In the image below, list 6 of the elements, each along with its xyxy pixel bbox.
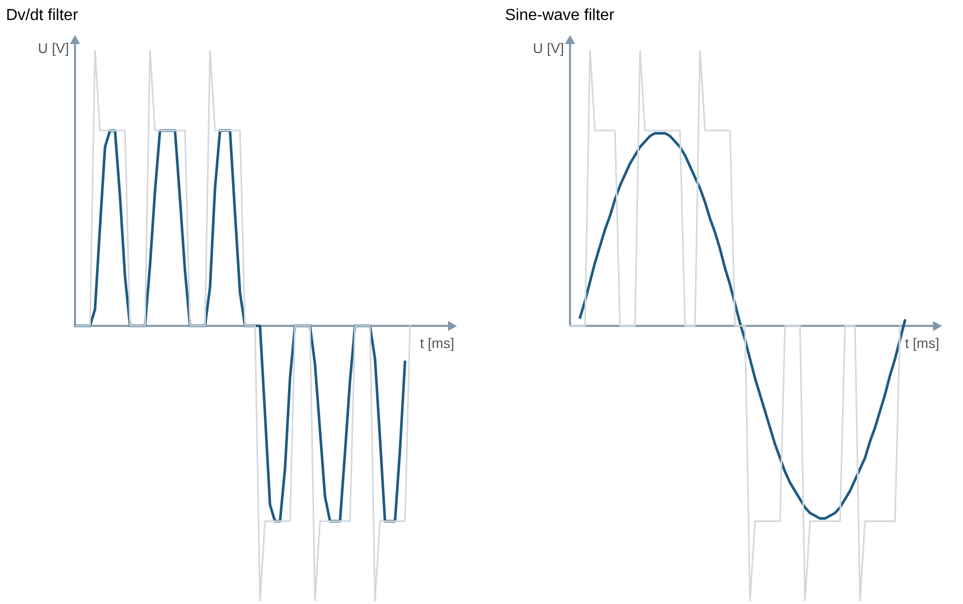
chart-title: Dv/dt filter xyxy=(6,7,79,24)
chart-title: Sine-wave filter xyxy=(505,7,616,24)
y-axis-title: U [V] xyxy=(38,40,69,56)
x-axis-title: t [ms] xyxy=(420,334,454,351)
x-axis-title: t [ms] xyxy=(905,334,940,351)
y-axis-title: U [V] xyxy=(532,40,564,56)
